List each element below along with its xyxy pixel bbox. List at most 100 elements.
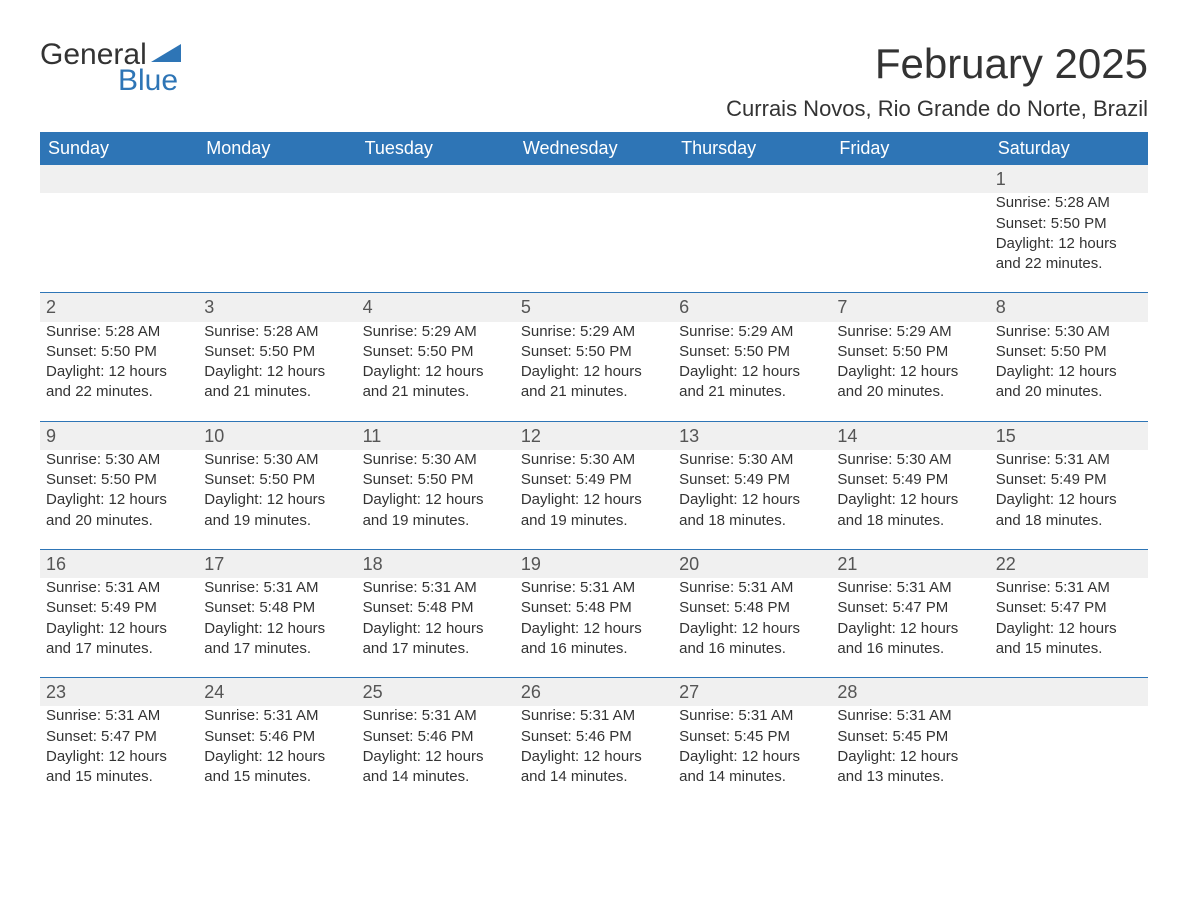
sunset-line: Sunset: 5:49 PM	[837, 470, 983, 490]
daylight-line-2: and 18 minutes.	[679, 511, 825, 531]
day-content-row: Sunrise: 5:31 AMSunset: 5:47 PMDaylight:…	[40, 706, 1148, 805]
weekday-header: Thursday	[673, 132, 831, 165]
day-cell: Sunrise: 5:31 AMSunset: 5:48 PMDaylight:…	[198, 578, 356, 678]
day-cell: Sunrise: 5:31 AMSunset: 5:46 PMDaylight:…	[357, 706, 515, 805]
day-number-cell: 7	[831, 293, 989, 322]
sunset-line: Sunset: 5:50 PM	[363, 470, 509, 490]
day-cell: Sunrise: 5:29 AMSunset: 5:50 PMDaylight:…	[831, 322, 989, 422]
daylight-line-2: and 21 minutes.	[363, 382, 509, 402]
day-number-cell: 13	[673, 421, 831, 450]
sunrise-line: Sunrise: 5:31 AM	[204, 578, 350, 598]
daylight-line-1: Daylight: 12 hours	[837, 619, 983, 639]
weekday-header: Monday	[198, 132, 356, 165]
daylight-line-1: Daylight: 12 hours	[679, 490, 825, 510]
day-cell: Sunrise: 5:31 AMSunset: 5:46 PMDaylight:…	[515, 706, 673, 805]
sunset-line: Sunset: 5:47 PM	[46, 727, 192, 747]
daylight-line-1: Daylight: 12 hours	[679, 747, 825, 767]
day-number-cell: 4	[357, 293, 515, 322]
day-number-cell: 15	[990, 421, 1148, 450]
daylight-line-2: and 13 minutes.	[837, 767, 983, 787]
sunrise-line: Sunrise: 5:28 AM	[996, 193, 1142, 213]
sunset-line: Sunset: 5:50 PM	[996, 342, 1142, 362]
logo: General Blue	[40, 40, 181, 96]
daylight-line-1: Daylight: 12 hours	[837, 490, 983, 510]
daylight-line-2: and 17 minutes.	[204, 639, 350, 659]
sunset-line: Sunset: 5:48 PM	[679, 598, 825, 618]
daylight-line-2: and 20 minutes.	[996, 382, 1142, 402]
daylight-line-1: Daylight: 12 hours	[363, 490, 509, 510]
day-cell	[831, 193, 989, 293]
weekday-header: Friday	[831, 132, 989, 165]
daynum-row: 16171819202122	[40, 549, 1148, 578]
day-number-cell	[198, 165, 356, 193]
daylight-line-1: Daylight: 12 hours	[46, 747, 192, 767]
sunset-line: Sunset: 5:48 PM	[521, 598, 667, 618]
sunset-line: Sunset: 5:49 PM	[679, 470, 825, 490]
daylight-line-2: and 19 minutes.	[204, 511, 350, 531]
logo-word-blue: Blue	[118, 66, 178, 96]
day-cell: Sunrise: 5:31 AMSunset: 5:46 PMDaylight:…	[198, 706, 356, 805]
daylight-line-1: Daylight: 12 hours	[996, 490, 1142, 510]
daylight-line-2: and 15 minutes.	[46, 767, 192, 787]
daylight-line-1: Daylight: 12 hours	[204, 619, 350, 639]
day-number-cell	[40, 165, 198, 193]
daylight-line-1: Daylight: 12 hours	[204, 490, 350, 510]
day-cell: Sunrise: 5:31 AMSunset: 5:47 PMDaylight:…	[40, 706, 198, 805]
day-cell: Sunrise: 5:30 AMSunset: 5:50 PMDaylight:…	[357, 450, 515, 550]
daylight-line-1: Daylight: 12 hours	[46, 490, 192, 510]
location-subtitle: Currais Novos, Rio Grande do Norte, Braz…	[726, 96, 1148, 122]
weekday-header: Saturday	[990, 132, 1148, 165]
sunrise-line: Sunrise: 5:31 AM	[363, 706, 509, 726]
day-number-cell	[673, 165, 831, 193]
day-cell: Sunrise: 5:31 AMSunset: 5:45 PMDaylight:…	[831, 706, 989, 805]
sunset-line: Sunset: 5:49 PM	[996, 470, 1142, 490]
daylight-line-1: Daylight: 12 hours	[46, 619, 192, 639]
daylight-line-1: Daylight: 12 hours	[521, 619, 667, 639]
sunrise-line: Sunrise: 5:31 AM	[996, 578, 1142, 598]
day-number-cell: 16	[40, 549, 198, 578]
day-cell	[673, 193, 831, 293]
sunset-line: Sunset: 5:50 PM	[521, 342, 667, 362]
daylight-line-1: Daylight: 12 hours	[837, 362, 983, 382]
sunset-line: Sunset: 5:50 PM	[837, 342, 983, 362]
header: General Blue February 2025 Currais Novos…	[40, 40, 1148, 122]
daylight-line-1: Daylight: 12 hours	[996, 362, 1142, 382]
day-number-cell: 8	[990, 293, 1148, 322]
sunset-line: Sunset: 5:50 PM	[996, 214, 1142, 234]
daylight-line-1: Daylight: 12 hours	[679, 619, 825, 639]
day-number-cell: 24	[198, 678, 356, 707]
daylight-line-2: and 20 minutes.	[46, 511, 192, 531]
day-cell: Sunrise: 5:30 AMSunset: 5:49 PMDaylight:…	[515, 450, 673, 550]
day-number-cell: 23	[40, 678, 198, 707]
daylight-line-2: and 16 minutes.	[679, 639, 825, 659]
sunrise-line: Sunrise: 5:30 AM	[996, 322, 1142, 342]
day-cell: Sunrise: 5:31 AMSunset: 5:49 PMDaylight:…	[990, 450, 1148, 550]
sunrise-line: Sunrise: 5:29 AM	[837, 322, 983, 342]
day-number-cell: 17	[198, 549, 356, 578]
day-cell	[515, 193, 673, 293]
day-number-cell: 25	[357, 678, 515, 707]
sunset-line: Sunset: 5:49 PM	[521, 470, 667, 490]
day-number-cell: 22	[990, 549, 1148, 578]
day-cell	[40, 193, 198, 293]
day-number-cell: 1	[990, 165, 1148, 193]
daynum-row: 232425262728	[40, 678, 1148, 707]
daynum-row: 1	[40, 165, 1148, 193]
daylight-line-1: Daylight: 12 hours	[363, 747, 509, 767]
sunrise-line: Sunrise: 5:31 AM	[363, 578, 509, 598]
sunset-line: Sunset: 5:48 PM	[363, 598, 509, 618]
day-cell: Sunrise: 5:30 AMSunset: 5:50 PMDaylight:…	[198, 450, 356, 550]
daylight-line-2: and 18 minutes.	[996, 511, 1142, 531]
calendar-body: 1 Sunrise: 5:28 AMSunset: 5:50 PMDayligh…	[40, 165, 1148, 805]
day-number-cell: 28	[831, 678, 989, 707]
day-cell: Sunrise: 5:31 AMSunset: 5:49 PMDaylight:…	[40, 578, 198, 678]
sunset-line: Sunset: 5:47 PM	[837, 598, 983, 618]
sunset-line: Sunset: 5:50 PM	[46, 470, 192, 490]
daylight-line-1: Daylight: 12 hours	[204, 747, 350, 767]
daylight-line-2: and 19 minutes.	[521, 511, 667, 531]
weekday-header: Wednesday	[515, 132, 673, 165]
day-number-cell: 9	[40, 421, 198, 450]
sunset-line: Sunset: 5:45 PM	[837, 727, 983, 747]
day-number-cell: 18	[357, 549, 515, 578]
day-cell: Sunrise: 5:31 AMSunset: 5:47 PMDaylight:…	[831, 578, 989, 678]
